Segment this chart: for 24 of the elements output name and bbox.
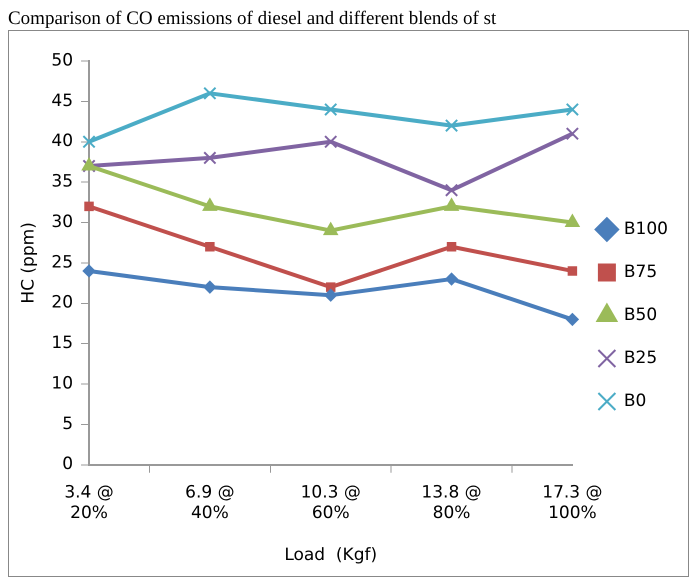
x-tick-label: 6.9 @ 40%: [185, 482, 235, 523]
y-tick-label: 10: [51, 373, 74, 394]
y-tick-label: 5: [62, 414, 74, 434]
y-tick-label: 20: [51, 292, 74, 313]
x-tick-label: 13.8 @ 80%: [421, 482, 482, 523]
x-tick-label: 10.3 @ 60%: [300, 482, 361, 523]
y-axis-title: HC (ppm): [18, 222, 39, 304]
y-tick-label: 50: [51, 50, 74, 70]
legend-label: B0: [624, 390, 646, 411]
y-tick-label: 30: [51, 212, 74, 232]
chart-title: Comparison of CO emissions of diesel and different blends of st: [8, 8, 498, 30]
legend-label: B100: [624, 218, 668, 239]
y-tick-label: 15: [51, 333, 74, 354]
y-tick-label: 35: [51, 172, 74, 192]
y-tick-label: 0: [62, 454, 74, 474]
y-tick-label: 40: [51, 131, 74, 152]
y-tick-label: 45: [51, 90, 74, 111]
legend-label: B75: [624, 262, 658, 282]
legend-label: B25: [624, 348, 658, 368]
y-tick-label: 25: [51, 252, 74, 272]
x-tick-label: 3.4 @ 20%: [64, 482, 114, 523]
x-axis-title: Load (Kgf): [284, 545, 378, 566]
x-tick-label: 17.3 @ 100%: [542, 482, 603, 523]
legend-label: B50: [624, 304, 658, 325]
